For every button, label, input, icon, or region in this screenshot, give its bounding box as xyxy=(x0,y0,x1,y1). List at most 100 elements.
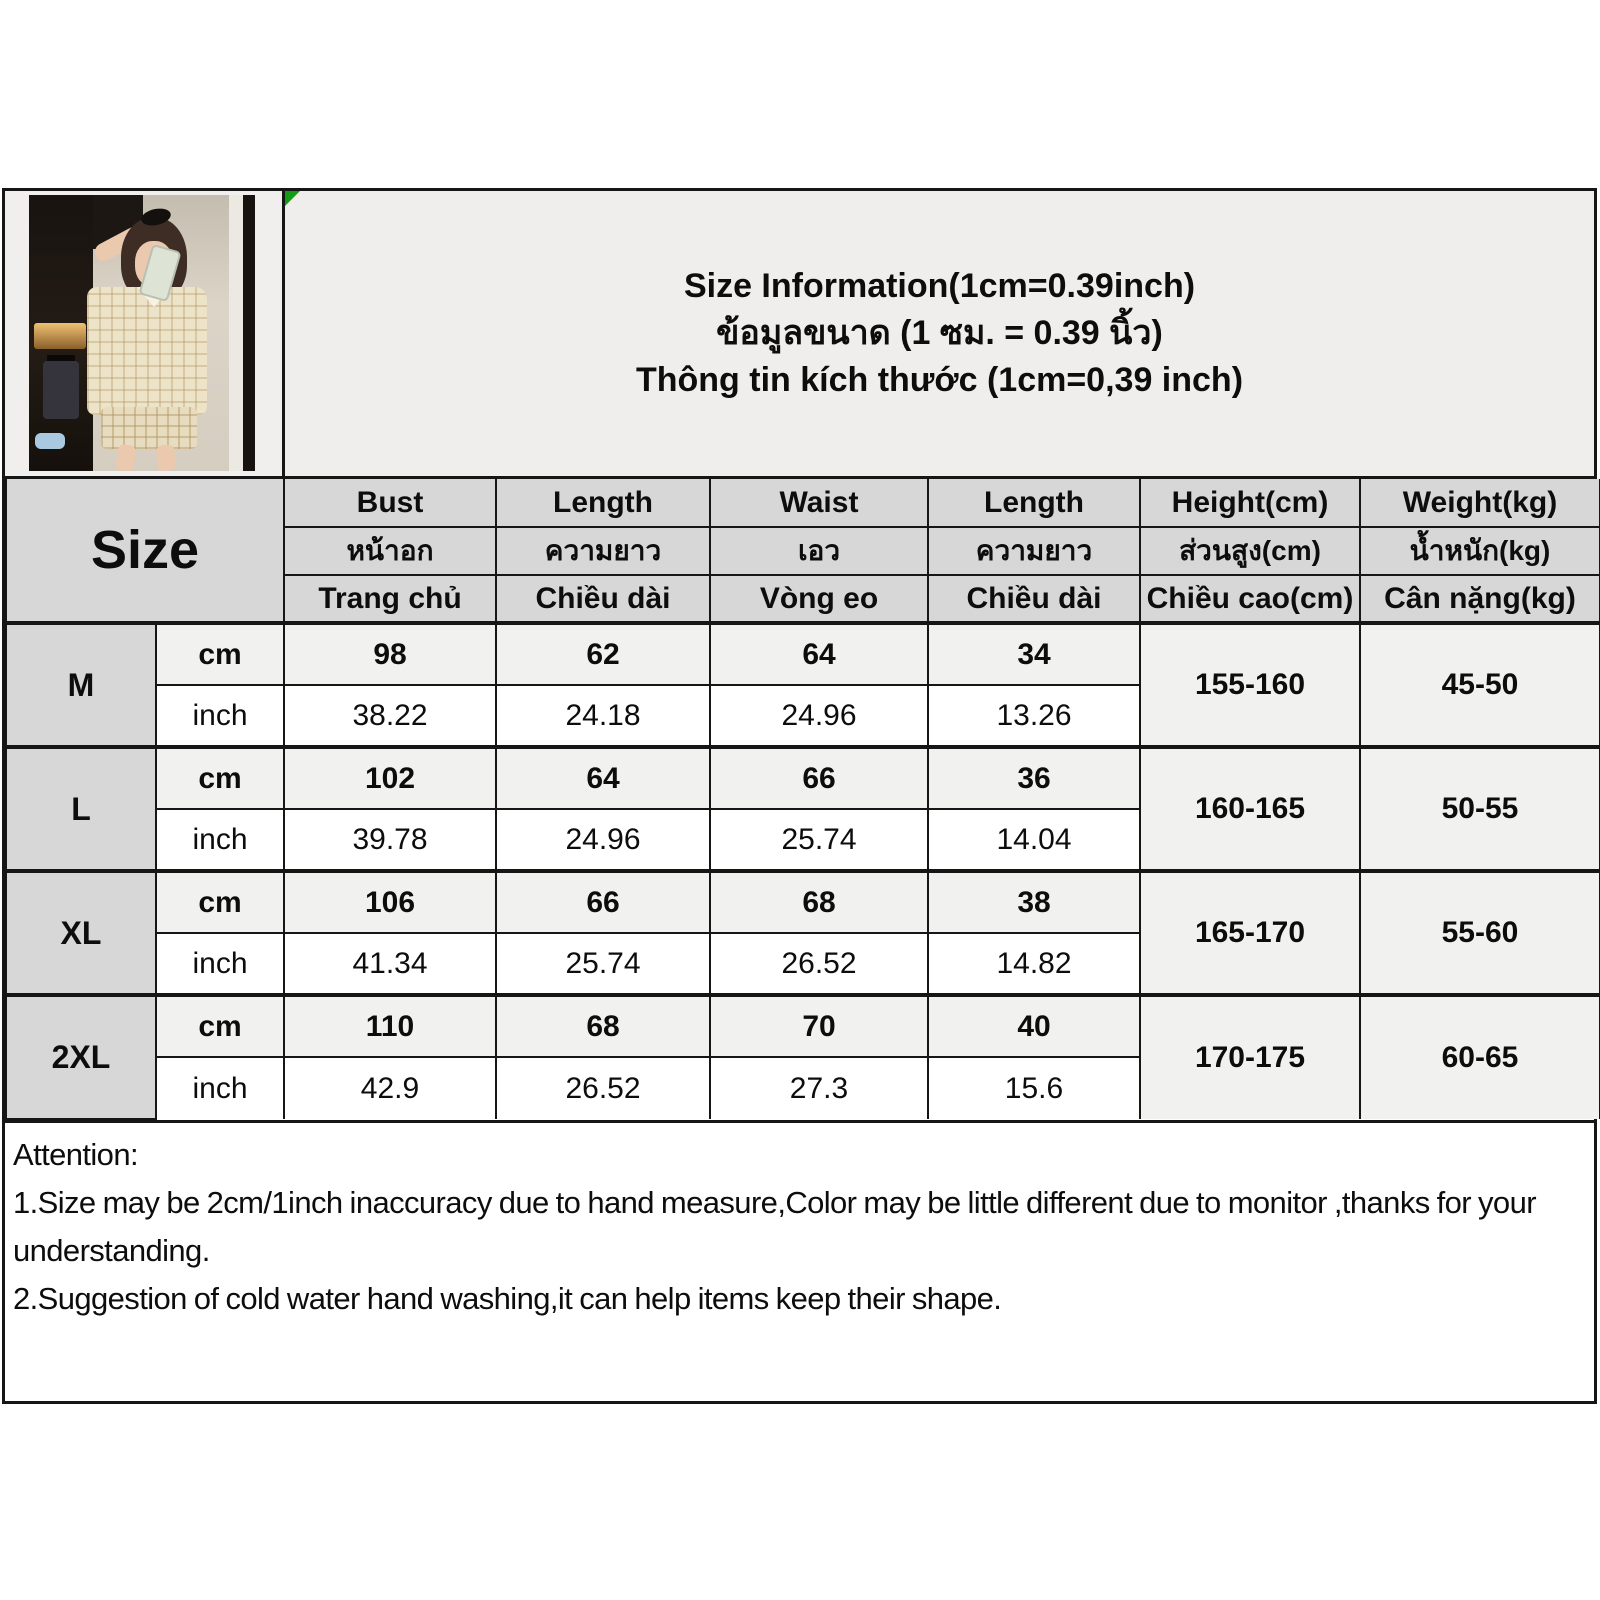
l-length-inch: 24.96 xyxy=(495,808,711,872)
m-weight-range: 45-50 xyxy=(1359,621,1600,748)
l-weight-range: 50-55 xyxy=(1359,745,1600,872)
xl-weight-range: 55-60 xyxy=(1359,869,1600,996)
header-length-th: ความยาว xyxy=(495,526,711,576)
unit-label-inch: inch xyxy=(155,932,285,996)
header-bust-th: หน้าอก xyxy=(283,526,497,576)
under-cabinet-light xyxy=(34,323,86,349)
title-vietnamese: Thông tin kích thước (1cm=0,39 inch) xyxy=(635,361,1244,399)
size-header-cell: Size xyxy=(5,479,285,624)
header-height-en: Height(cm) xyxy=(1139,479,1361,528)
l-bust-cm: 102 xyxy=(283,745,497,810)
header-row-thai: หน้าอก ความยาว เอว ความยาว ส่วนสูง(cm) น… xyxy=(6,526,1600,576)
2xl-bust-cm: 110 xyxy=(283,993,497,1058)
m-length-inch: 24.18 xyxy=(495,684,711,748)
m-length2-cm: 34 xyxy=(927,621,1141,686)
model-leg-left xyxy=(115,443,137,471)
header-weight-en: Weight(kg) xyxy=(1359,479,1600,528)
coffee-machine xyxy=(43,361,79,419)
top-row: Size Information(1cm=0.39inch) ข้อมูลขนา… xyxy=(5,191,1594,479)
header-length2-th: ความยาว xyxy=(927,526,1141,576)
header-row-vietnamese: Trang chủ Chiều dài Vòng eo Chiều dài Ch… xyxy=(6,574,1600,624)
m-waist-inch: 24.96 xyxy=(709,684,929,748)
2xl-waist-inch: 27.3 xyxy=(709,1056,929,1119)
m-bust-inch: 38.22 xyxy=(283,684,497,748)
attention-note-2: 2.Suggestion of cold water hand washing,… xyxy=(13,1281,1002,1316)
size-table: Size Bust Length Waist Length Height(cm)… xyxy=(5,479,1600,1120)
unit-label-cm: cm xyxy=(155,745,285,810)
unit-label-cm: cm xyxy=(155,869,285,934)
l-height-range: 160-165 xyxy=(1139,745,1361,872)
m-height-range: 155-160 xyxy=(1139,621,1361,748)
table-row-xl-cm: XL cm 106 66 68 38 165-170 55-60 xyxy=(5,869,1600,996)
m-length-cm: 62 xyxy=(495,621,711,686)
size-label-l: L xyxy=(5,745,157,872)
table-row-l-cm: L cm 102 64 66 36 160-165 50-55 xyxy=(5,745,1600,872)
attention-heading: Attention: xyxy=(13,1137,139,1172)
header-length2-vi: Chiều dài xyxy=(927,574,1141,624)
m-bust-cm: 98 xyxy=(283,621,497,686)
xl-height-range: 165-170 xyxy=(1139,869,1361,996)
table-row-m-inch: inch 38.22 24.18 24.96 13.26 xyxy=(6,684,1600,748)
cell-corner-marker-icon xyxy=(285,191,300,206)
attention-notes: Attention: 1.Size may be 2cm/1inch inacc… xyxy=(5,1120,1594,1323)
header-waist-th: เอว xyxy=(709,526,929,576)
header-weight-vi: Cân nặng(kg) xyxy=(1359,574,1600,624)
m-length2-inch: 13.26 xyxy=(927,684,1141,748)
door-edge xyxy=(243,195,255,471)
2xl-length2-inch: 15.6 xyxy=(927,1056,1141,1119)
header-bust-en: Bust xyxy=(283,479,497,528)
size-label-2xl: 2XL xyxy=(5,993,157,1120)
xl-bust-inch: 41.34 xyxy=(283,932,497,996)
header-height-vi: Chiều cao(cm) xyxy=(1139,574,1361,624)
plaid-pajama-shirt xyxy=(87,287,207,415)
l-waist-inch: 25.74 xyxy=(709,808,929,872)
header-length-vi: Chiều dài xyxy=(495,574,711,624)
table-row-l-inch: inch 39.78 24.96 25.74 14.04 xyxy=(6,808,1600,872)
l-length2-inch: 14.04 xyxy=(927,808,1141,872)
l-bust-inch: 39.78 xyxy=(283,808,497,872)
table-row-m-cm: M cm 98 62 64 34 155-160 45-50 xyxy=(5,621,1600,748)
2xl-waist-cm: 70 xyxy=(709,993,929,1058)
product-photo xyxy=(29,195,255,471)
title-english: Size Information(1cm=0.39inch) xyxy=(683,267,1196,305)
table-row-2xl-cm: 2XL cm 110 68 70 40 170-175 60-65 xyxy=(5,993,1600,1120)
header-row-english: Size Bust Length Waist Length Height(cm)… xyxy=(5,479,1600,624)
floor-item xyxy=(35,433,65,449)
header-length2-en: Length xyxy=(927,479,1141,528)
xl-waist-inch: 26.52 xyxy=(709,932,929,996)
header-height-th: ส่วนสูง(cm) xyxy=(1139,526,1361,576)
xl-bust-cm: 106 xyxy=(283,869,497,934)
model-leg-right xyxy=(155,444,177,471)
title-block: Size Information(1cm=0.39inch) ข้อมูลขนา… xyxy=(285,191,1594,476)
xl-waist-cm: 68 xyxy=(709,869,929,934)
l-length2-cm: 36 xyxy=(927,745,1141,810)
2xl-length-cm: 68 xyxy=(495,993,711,1058)
unit-label-cm: cm xyxy=(155,621,285,686)
2xl-bust-inch: 42.9 xyxy=(283,1056,497,1119)
m-waist-cm: 64 xyxy=(709,621,929,686)
unit-label-inch: inch xyxy=(155,1056,285,1119)
xl-length-cm: 66 xyxy=(495,869,711,934)
size-chart-sheet: Size Information(1cm=0.39inch) ข้อมูลขนา… xyxy=(2,188,1600,1404)
unit-label-inch: inch xyxy=(155,808,285,872)
header-length-en: Length xyxy=(495,479,711,528)
title-thai: ข้อมูลขนาด (1 ซม. = 0.39 นิ้ว) xyxy=(716,314,1163,352)
table-row-xl-inch: inch 41.34 25.74 26.52 14.82 xyxy=(6,932,1600,996)
header-bust-vi: Trang chủ xyxy=(283,574,497,624)
product-photo-cell xyxy=(5,191,285,476)
plaid-pajama-shorts xyxy=(101,407,197,449)
unit-label-cm: cm xyxy=(155,993,285,1058)
size-label-m: M xyxy=(5,621,157,748)
unit-label-inch: inch xyxy=(155,684,285,748)
l-waist-cm: 66 xyxy=(709,745,929,810)
header-waist-vi: Vòng eo xyxy=(709,574,929,624)
xl-length2-cm: 38 xyxy=(927,869,1141,934)
attention-note-1: 1.Size may be 2cm/1inch inaccuracy due t… xyxy=(13,1185,1537,1268)
2xl-height-range: 170-175 xyxy=(1139,993,1361,1119)
l-length-cm: 64 xyxy=(495,745,711,810)
door-frame xyxy=(229,195,243,471)
table-row-2xl-inch: inch 42.9 26.52 27.3 15.6 xyxy=(6,1056,1600,1119)
xl-length-inch: 25.74 xyxy=(495,932,711,996)
header-weight-th: น้ำหนัก(kg) xyxy=(1359,526,1600,576)
2xl-length-inch: 26.52 xyxy=(495,1056,711,1119)
